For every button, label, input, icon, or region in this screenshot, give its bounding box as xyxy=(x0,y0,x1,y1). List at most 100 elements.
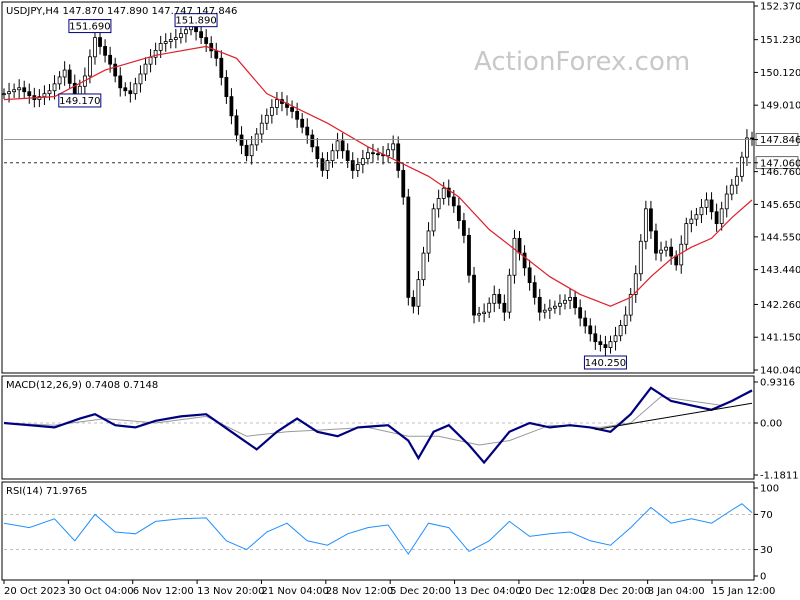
rsi-tick-label: 0 xyxy=(760,572,766,583)
candle-body xyxy=(330,150,335,161)
candle-body xyxy=(598,341,603,346)
candle-body xyxy=(507,274,512,313)
candle-body xyxy=(613,335,618,343)
candle-body xyxy=(699,206,704,216)
candle-body xyxy=(376,153,380,156)
rsi-header: RSI(14) 71.9765 xyxy=(6,486,87,497)
time-tick-label: 30 Oct 04:00 xyxy=(68,586,133,597)
candle-body xyxy=(477,313,481,316)
candle-body xyxy=(704,199,709,208)
macd-layer xyxy=(3,386,753,465)
macd-main-line xyxy=(3,386,753,465)
candle-body xyxy=(482,311,487,315)
candle-body xyxy=(325,160,330,171)
macd-tick-label: 0.9316 xyxy=(760,378,795,389)
price-tick-label: 141.150 xyxy=(760,333,800,344)
candle-body xyxy=(558,302,562,307)
candle-body xyxy=(416,279,421,307)
candle-body xyxy=(694,214,699,220)
candle-body xyxy=(153,49,158,58)
macd-panel-frame xyxy=(1,375,755,480)
candle-body xyxy=(547,307,552,311)
rsi-line xyxy=(3,503,753,555)
time-tick-label: 5 Dec 20:00 xyxy=(390,586,451,597)
candle-body xyxy=(396,143,401,171)
candle-body xyxy=(487,302,492,313)
candle-body xyxy=(264,114,269,124)
candle-body xyxy=(365,152,370,160)
rsi-tick-label: 70 xyxy=(760,510,773,521)
price-tick-label: 147.060 xyxy=(760,158,800,169)
price-tick-label: 144.550 xyxy=(760,232,800,243)
candle-body xyxy=(568,296,572,301)
candle-body xyxy=(729,184,734,195)
price-tick-label: 150.120 xyxy=(760,68,800,79)
macd-tick-label: 0.00 xyxy=(760,419,782,430)
candle-body xyxy=(350,160,355,171)
candle-body xyxy=(411,296,416,307)
candle-body xyxy=(22,87,27,93)
candle-body xyxy=(664,246,668,251)
candle-body xyxy=(492,294,497,304)
time-tick-label: 13 Dec 04:00 xyxy=(455,586,522,597)
candle-body xyxy=(517,237,522,254)
price-tick-label: 149.010 xyxy=(760,101,800,112)
annotation-label: 151.690 xyxy=(69,22,110,33)
candle-body xyxy=(386,149,391,157)
candle-body xyxy=(401,170,406,198)
candle-body xyxy=(128,90,133,95)
candle-body xyxy=(371,152,375,155)
candle-body xyxy=(552,305,557,309)
candle-body xyxy=(143,63,148,75)
price-header: USDJPY,H4 147.870 147.890 147.747 147.84… xyxy=(6,6,237,17)
candle-body xyxy=(300,118,305,128)
macd-signal-line xyxy=(3,391,753,446)
candle-body xyxy=(335,140,340,152)
candle-body xyxy=(583,317,588,327)
candle-body xyxy=(436,198,441,210)
candle-body xyxy=(113,63,118,77)
candle-body xyxy=(608,341,613,348)
candle-body xyxy=(421,252,426,281)
candle-body xyxy=(345,150,350,161)
price-tick-label: 151.230 xyxy=(760,35,800,46)
candle-body xyxy=(214,50,219,59)
time-tick-label: 8 Jan 04:00 xyxy=(648,586,705,597)
candle-body xyxy=(618,325,623,337)
candle-body xyxy=(17,87,22,91)
candle-body xyxy=(709,199,714,213)
annotation-box xyxy=(174,13,218,28)
candle-body xyxy=(654,230,658,254)
candle-body xyxy=(739,156,744,177)
candle-body xyxy=(269,107,274,116)
candle-body xyxy=(204,37,209,44)
candle-body xyxy=(745,137,749,158)
candle-body xyxy=(451,196,456,207)
annotation-box xyxy=(58,93,102,108)
candle-body xyxy=(224,77,229,98)
candle-body xyxy=(67,69,72,84)
candle-body xyxy=(441,187,446,199)
candle-body xyxy=(674,255,679,266)
macd-header: MACD(12,26,9) 0.7408 0.7148 xyxy=(6,380,158,391)
time-tick-label: 15 Jan 12:00 xyxy=(712,586,775,597)
candle-body xyxy=(573,296,578,309)
candle-body xyxy=(219,57,224,78)
annotation-label: 140.250 xyxy=(585,358,626,369)
axis-layer: 152.370 151.230 150.120 149.010 147.846 147.0… xyxy=(3,2,800,597)
moving-average-line xyxy=(3,45,753,307)
candle-body xyxy=(462,220,466,236)
candle-body xyxy=(295,110,300,120)
candle-body xyxy=(42,93,47,98)
candle-body xyxy=(340,140,345,152)
candle-body xyxy=(52,83,57,92)
candle-body xyxy=(88,56,92,77)
candle-body xyxy=(679,243,684,266)
candle-body xyxy=(714,211,719,224)
candle-body xyxy=(588,325,593,335)
candle-body xyxy=(62,69,67,78)
candle-body xyxy=(446,187,451,198)
candle-body xyxy=(527,267,532,284)
candle-body xyxy=(123,87,128,92)
candle-body xyxy=(93,37,97,58)
